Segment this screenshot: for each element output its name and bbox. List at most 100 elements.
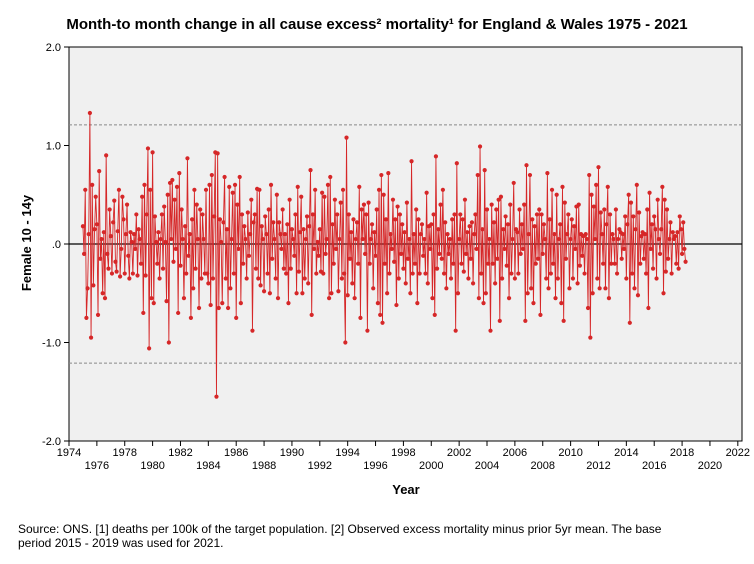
data-point [380,320,385,325]
x-tick-label: 2006 [503,447,527,459]
data-point [545,170,550,176]
data-point [576,202,581,207]
data-point [544,276,549,281]
data-point [186,253,191,258]
data-point [496,197,501,202]
data-point [221,220,226,225]
data-point [264,232,269,237]
data-point [583,232,588,237]
data-point [446,251,451,256]
y-tick-label: -2.0 [42,436,61,448]
data-point [430,296,435,301]
data-point [524,163,529,168]
data-point [145,146,151,151]
data-point [614,271,620,276]
data-point [611,236,616,242]
data-point [645,207,650,212]
data-point [311,246,317,252]
data-point [320,190,325,195]
data-point [119,246,124,252]
data-point [566,212,571,217]
data-point [324,236,329,242]
data-point [605,184,610,189]
data-point [359,207,364,212]
data-point [350,281,355,286]
x-tick-label: 2008 [531,460,555,472]
data-point [563,256,569,261]
data-point [495,256,500,261]
data-point [250,328,255,333]
x-tick-label: 1978 [112,447,136,459]
data-point [656,236,661,242]
data-point [187,232,192,237]
data-point [596,165,601,170]
data-point [679,251,685,256]
data-point [339,276,344,281]
data-point [501,227,506,232]
data-point [381,192,386,197]
data-point [87,110,92,116]
data-point [354,220,360,225]
data-point [390,197,396,202]
data-point [105,251,110,256]
data-point [228,286,233,291]
data-point [209,172,214,178]
data-point [138,261,144,266]
data-point [639,234,644,239]
x-tick-label: 1992 [308,460,332,472]
data-point [140,194,145,199]
data-point [668,220,673,225]
data-point [585,305,591,311]
data-point [551,261,556,266]
data-point [141,310,146,316]
data-point [90,182,95,187]
data-point [675,230,680,235]
data-point [529,286,534,291]
data-point [650,266,656,271]
x-tick-label: 1980 [140,460,164,472]
data-point [299,194,304,199]
data-point [670,230,675,235]
data-point [338,200,343,205]
data-point [678,227,684,232]
data-point [137,236,142,242]
data-point [129,239,134,245]
data-point [156,230,161,235]
data-point [473,212,478,217]
data-point [508,202,513,207]
data-point [302,276,307,281]
data-point [246,253,252,258]
data-point [646,305,651,311]
data-point [117,274,123,279]
data-point [253,266,259,271]
data-point [677,214,682,219]
data-point [595,276,600,281]
data-point [573,246,578,252]
data-point [425,281,430,286]
data-point [292,253,297,258]
data-point [98,256,103,261]
data-point [553,296,558,301]
data-point [195,236,200,242]
data-point [225,305,231,311]
data-point [436,227,441,232]
x-tick-label: 2016 [642,460,666,472]
data-point [314,271,319,276]
data-point [637,210,642,215]
data-point [506,296,512,301]
data-point [500,276,505,281]
data-point [288,266,293,271]
data-point [317,227,322,232]
data-point [296,269,302,274]
data-point [445,232,450,237]
data-point [95,312,101,318]
data-point [584,236,589,242]
data-point [349,230,354,235]
data-point [170,177,175,183]
data-point [286,301,291,306]
data-point [498,194,504,199]
x-tick-label: 1990 [280,447,304,459]
data-point [265,271,270,276]
data-point [393,217,398,222]
source-footnote: Source: ONS. [1] deaths per 100k of the … [18,522,738,550]
